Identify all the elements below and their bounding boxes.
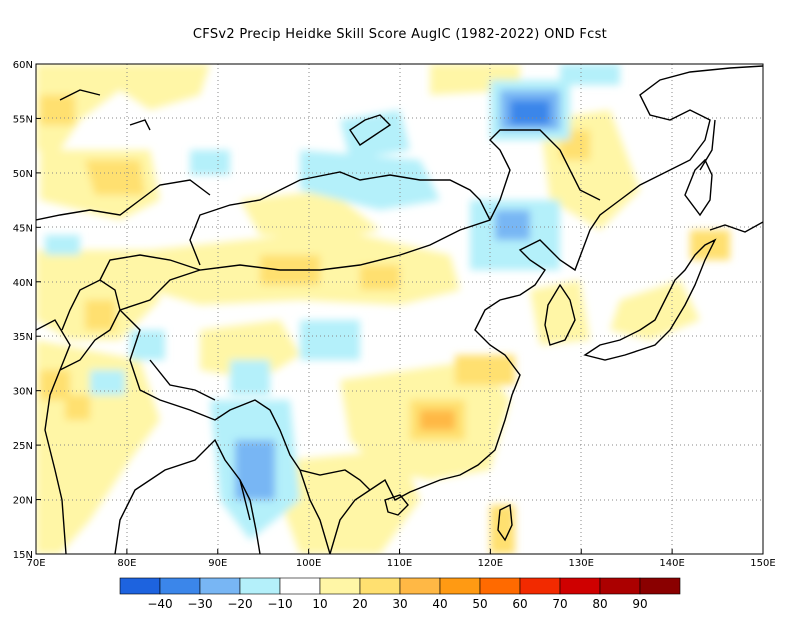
lon-tick-label: 110E [387,558,412,569]
colorbar-swatch [599,577,641,595]
shade-myanmar-mid [235,440,275,500]
shade-kazakh-cool [45,235,80,255]
colorbar-swatch [119,577,161,595]
colorbar-swatch [239,577,281,595]
colorbar-swatch [479,577,521,595]
colorbar-swatch [439,577,481,595]
colorbar-label: 50 [472,597,487,611]
colorbar: −40 −30 −20 −10 10 20 30 40 50 60 70 80 90 [119,577,681,611]
colorbar-label: 60 [512,597,527,611]
shade-mongolia-cool [190,150,230,175]
colorbar-label: −20 [227,597,252,611]
lon-tick-label: 100E [296,558,321,569]
coastline-outline [36,65,763,554]
longitude-axis: 70E 80E 90E 100E 110E 120E 130E 140E 150E [26,549,776,569]
colorbar-swatch [559,577,601,595]
shade-west-tibet-cool [130,330,165,360]
shade-korea [530,280,590,345]
lat-tick-label: 15N [13,550,33,561]
colorbar-label: −40 [147,597,172,611]
shade-east-china [455,355,515,385]
lat-tick-label: 30N [13,387,33,398]
shade-tarim-core2 [360,265,400,290]
colorbar-swatch [159,577,201,595]
colorbar-swatch [199,577,241,595]
lon-tick-label: 80E [117,558,136,569]
latitude-axis: 60N 55N 50N 45N 40N 35N 30N 25N 20N 15N [13,60,41,561]
colorbar-label: 20 [352,597,367,611]
lat-tick-label: 40N [13,278,33,289]
lat-tick-label: 55N [13,114,33,125]
shade-india-cool [90,370,125,395]
shade-north-india-kazakh [36,64,210,150]
shade-manchuria-mid [495,210,530,240]
shade-india-core [40,370,70,400]
lat-tick-label: 20N [13,496,33,507]
colorbar-label: 80 [592,597,607,611]
chart-title: CFSv2 Precip Heidke Skill Score AugIC (1… [192,27,608,42]
lat-tick-label: 60N [13,60,33,71]
colorbar-swatch [639,577,681,595]
shade-siberia-cool [300,150,440,210]
colorbar-label: 90 [632,597,647,611]
lon-tick-label: 120E [478,558,503,569]
shade-west-1 [40,95,75,125]
shade-north-cool [560,64,620,85]
shade-japan-north [690,230,730,260]
colorbar-swatch [359,577,401,595]
lat-tick-label: 50N [13,169,33,180]
lat-tick-label: 35N [13,332,33,343]
colorbar-label: 70 [552,597,567,611]
shade-south-china-core2 [420,410,455,430]
shade-india-core2 [65,395,90,420]
shade-pakistan-core [85,300,115,330]
colorbar-swatch [319,577,361,595]
shade-tibet [200,320,300,380]
colorbar-label: 10 [312,597,327,611]
colorbar-swatch [519,577,561,595]
shade-kazakh-core [85,160,145,195]
colorbar-swatch [279,577,321,595]
shade-taiwan [490,505,515,554]
lon-tick-label: 150E [750,558,775,569]
shade-tibet-cool [230,360,270,395]
colorbar-label: −30 [187,597,212,611]
shade-indochina [280,450,420,554]
shade-sichuan-cool [300,320,360,360]
lat-tick-label: 25N [13,441,33,452]
lon-tick-label: 70E [26,558,45,569]
lon-tick-label: 140E [659,558,684,569]
shade-amur-cool-core [510,100,550,125]
colorbar-label: 30 [392,597,407,611]
colorbar-label: −10 [267,597,292,611]
lon-tick-label: 90E [208,558,227,569]
skill-shading [36,64,730,554]
lat-tick-label: 45N [13,223,33,234]
colorbar-swatch [399,577,441,595]
shade-japan [610,280,700,340]
lon-tick-label: 130E [569,558,594,569]
colorbar-label: 40 [432,597,447,611]
